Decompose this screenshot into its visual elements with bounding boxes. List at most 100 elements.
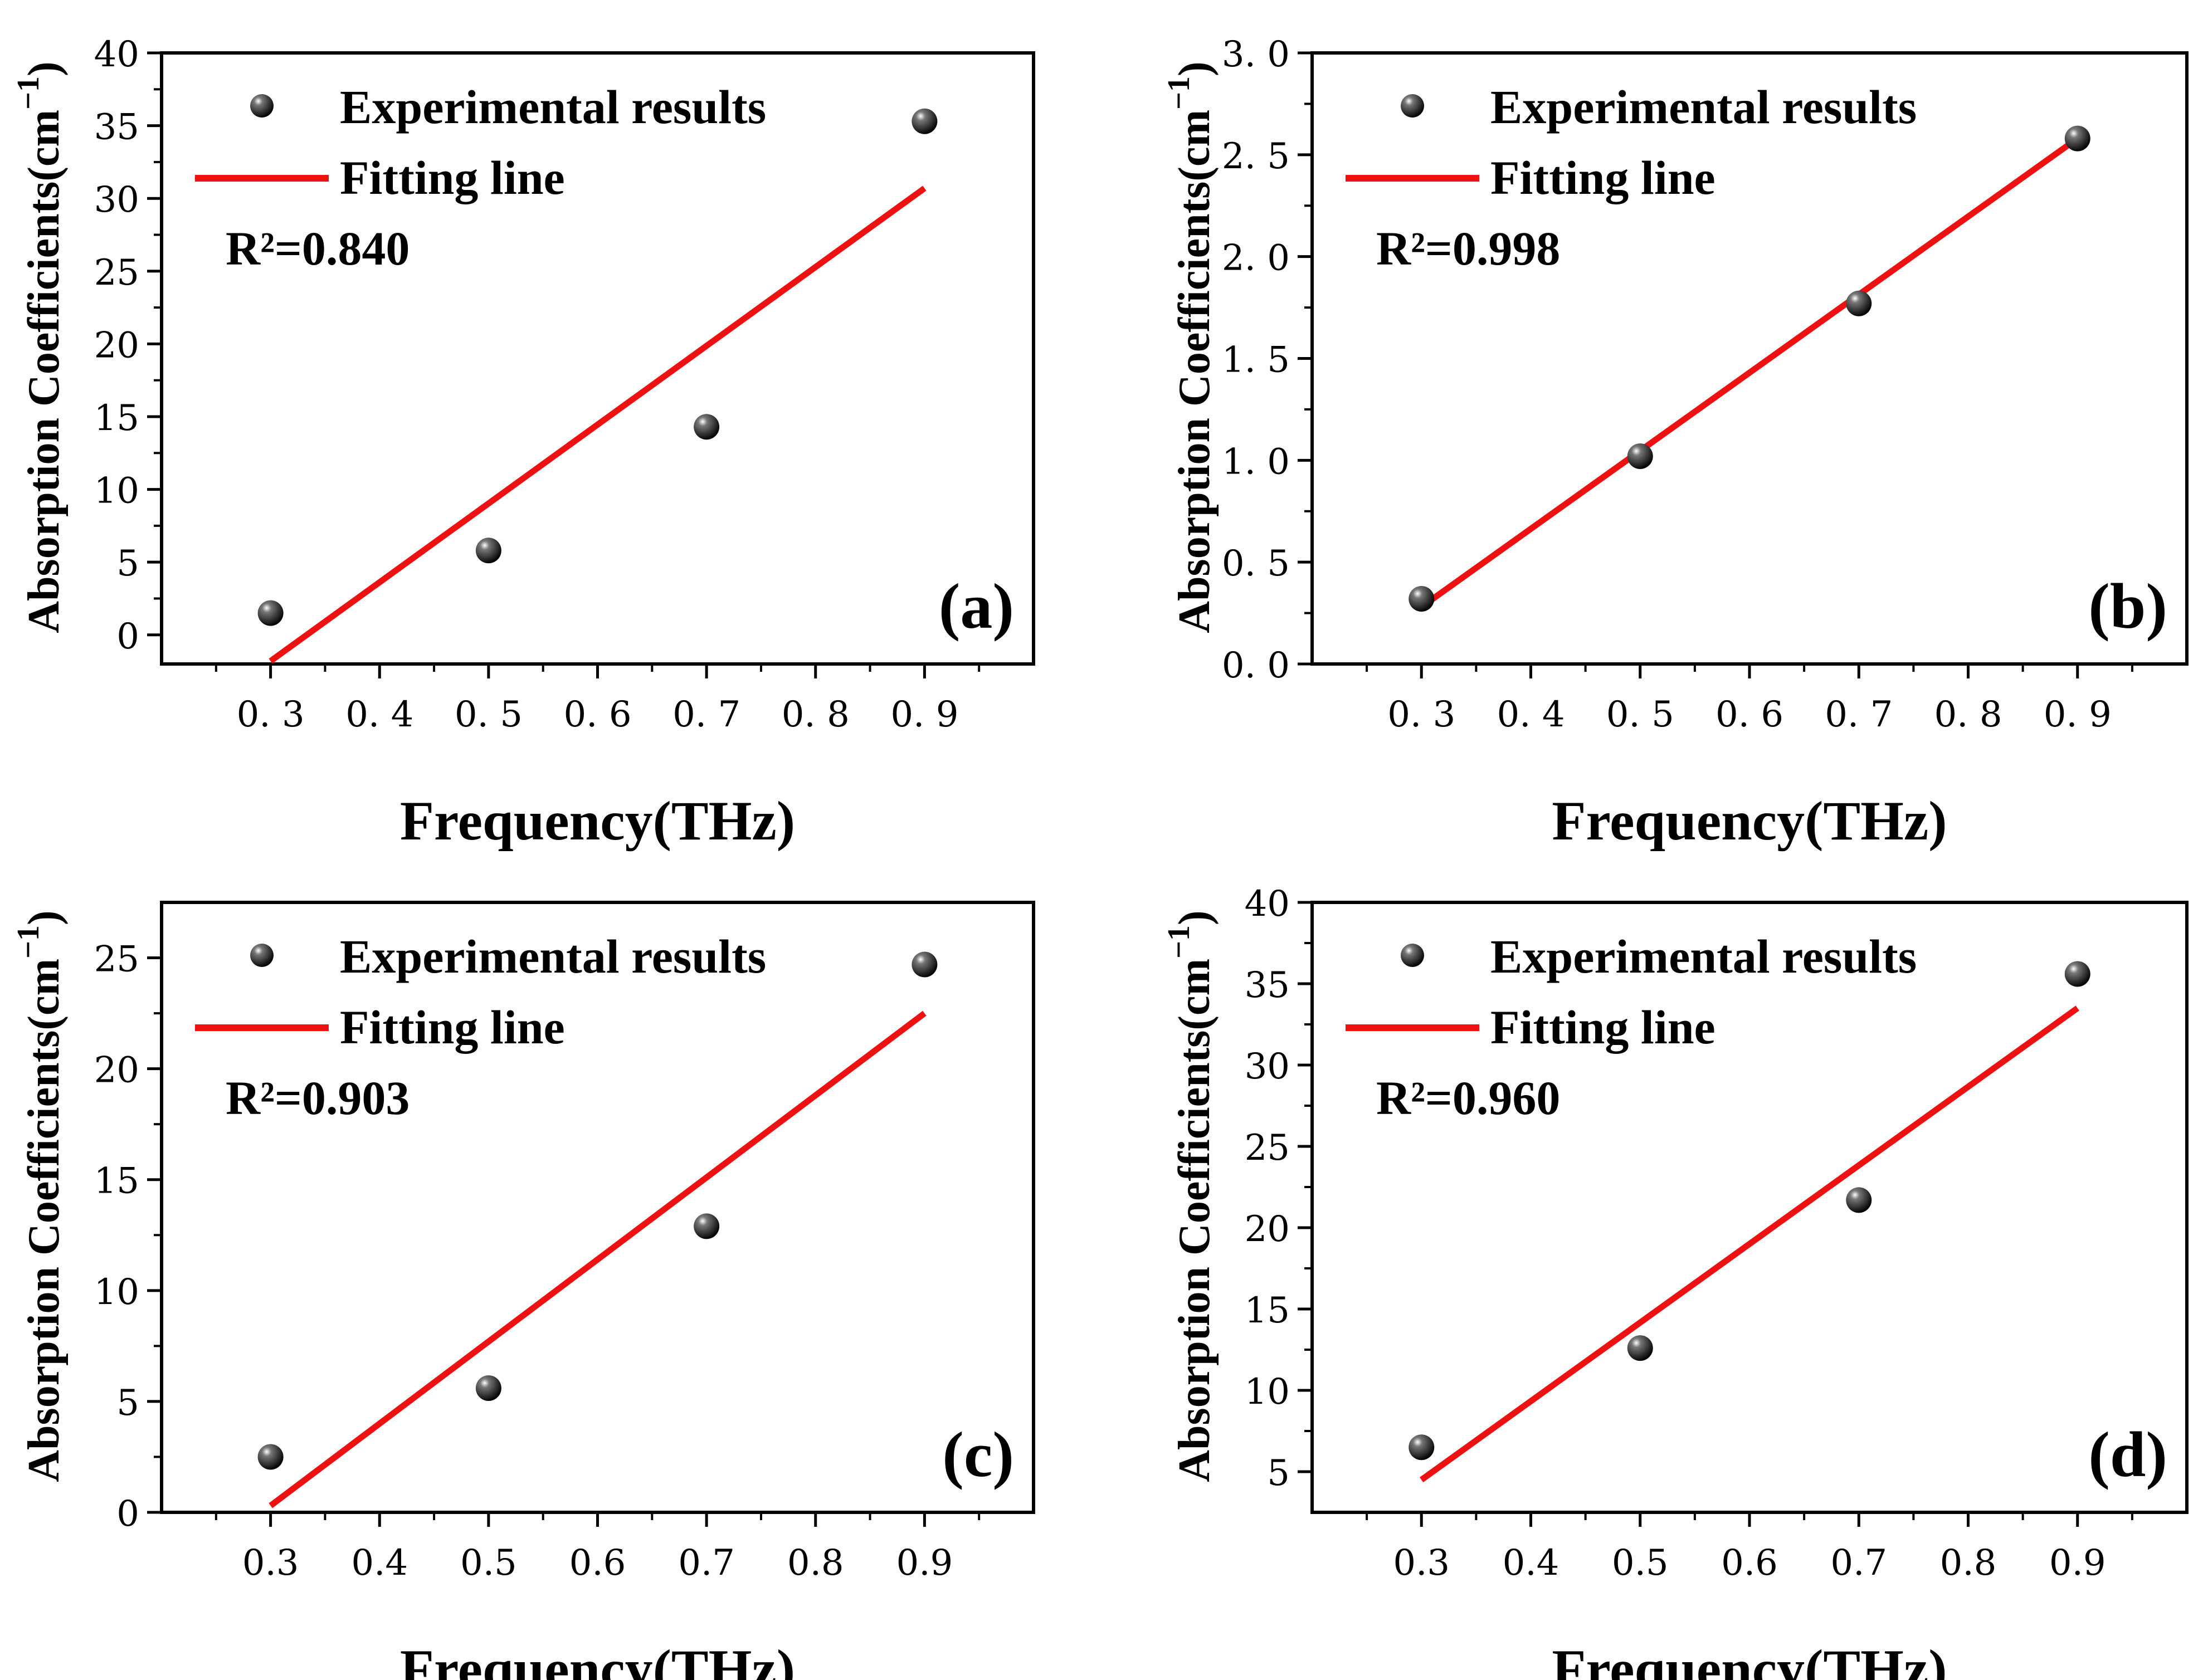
x-tick-label: 0.9	[896, 1542, 953, 1584]
y-tick-label: 5	[1267, 1453, 1290, 1494]
y-tick-label: 40	[94, 34, 139, 75]
y-tick-label: 20	[1245, 1209, 1290, 1250]
x-tick-label: 0. 6	[1715, 694, 1783, 735]
y-tick-label: 1. 5	[1222, 340, 1290, 381]
chart-panel-a: 0. 3 0. 4 0. 5 0. 6 0. 7 0. 8 0. 9 0 5 10 15 20 25 30…	[11, 34, 1035, 852]
fitting-line	[1420, 1005, 2079, 1483]
y-tick-label: 1. 0	[1222, 441, 1290, 482]
plot-frame	[1310, 51, 2189, 666]
x-tick-label: 0. 4	[1497, 694, 1565, 735]
y-tick-label: 20	[94, 325, 139, 366]
chart-panel-c: 0.3 0.4 0.5 0.6 0.7 0.8 0.9 0 5 10 15 20 25 Experimen…	[11, 901, 1035, 1680]
x-tick-label: 0. 8	[782, 694, 850, 735]
legend-label-fitting: Fitting line	[340, 151, 565, 204]
legend-label-experimental: Experimental results	[340, 80, 766, 134]
fitting-line	[1420, 136, 2079, 610]
legend-marker	[1401, 94, 1424, 118]
y-axis-label: Absorption Coefficients(cm−1)	[1162, 910, 1219, 1482]
y-axis-label-superscript: −1	[1162, 925, 1196, 959]
y-tick-label: 40	[1245, 883, 1290, 925]
x-tick-label: 0.3	[1393, 1542, 1450, 1584]
data-point	[1409, 1434, 1435, 1461]
data-point	[1627, 443, 1653, 470]
y-tick-label: 15	[94, 1161, 139, 1202]
data-point	[694, 414, 720, 440]
x-tick-label: 0.8	[1940, 1542, 1997, 1584]
legend-label-experimental: Experimental results	[340, 930, 766, 983]
plot-area	[269, 1010, 927, 1508]
panel-label: (c)	[942, 1419, 1014, 1491]
legend: Experimental results Fitting line	[1346, 930, 1917, 1054]
y-tick-label: 35	[1245, 965, 1290, 1006]
x-axis-label: Frequency(THz)	[400, 1638, 795, 1680]
y-tick-label: 25	[94, 939, 139, 980]
y-tick-label: 2. 0	[1222, 238, 1290, 279]
y-tick-label: 0	[116, 616, 139, 657]
x-tick-label: 0. 7	[672, 694, 740, 735]
data-point	[257, 600, 284, 626]
y-axis-label: Absorption Coefficients(cm−1)	[1162, 61, 1219, 633]
y-tick-label: 25	[1245, 1127, 1290, 1169]
x-tick-label: 0.5	[460, 1542, 517, 1584]
x-tick-label: 0.8	[787, 1542, 844, 1584]
y-axis-label-main: Absorption Coefficients(cm	[1170, 110, 1219, 633]
r2-annotation: R²=0.960	[1376, 1071, 1560, 1125]
data-point	[475, 1375, 501, 1401]
data-point	[1627, 1335, 1653, 1361]
y-tick-label: 0. 5	[1222, 543, 1290, 584]
y-tick-label: 0. 0	[1222, 645, 1290, 686]
data-point	[257, 1444, 284, 1470]
x-axis-label: Frequency(THz)	[1552, 1638, 1947, 1680]
data-point	[2064, 961, 2090, 987]
y-tick-label: 15	[1245, 1290, 1290, 1331]
y-tick-label: 5	[116, 543, 139, 584]
legend: Experimental results Fitting line	[195, 930, 766, 1054]
data-point	[912, 951, 938, 978]
x-tick-label: 0. 6	[563, 694, 631, 735]
y-tick-label: 20	[94, 1050, 139, 1091]
y-tick-label: 10	[94, 471, 139, 512]
x-tick-label: 0. 5	[455, 694, 523, 735]
legend: Experimental results Fitting line	[1346, 80, 1917, 204]
y-tick-label: 30	[1245, 1046, 1290, 1087]
legend-label-fitting: Fitting line	[1490, 1000, 1715, 1054]
x-axis-label: Frequency(THz)	[400, 790, 795, 852]
y-axis-label: Absorption Coefficients(cm−1)	[11, 910, 69, 1482]
legend: Experimental results Fitting line	[195, 80, 766, 204]
y-axis-label: Absorption Coefficients(cm−1)	[11, 61, 69, 633]
y-axis-label-close: )	[20, 61, 69, 76]
legend-marker	[1401, 944, 1424, 967]
y-axis-label-superscript: −1	[11, 76, 46, 110]
chart-panel-b: 0. 3 0. 4 0. 5 0. 6 0. 7 0. 8 0. 9 0. 0 0. 5 1. 0…	[1162, 34, 2189, 852]
panel-label: (a)	[939, 571, 1014, 642]
plot-area	[269, 185, 927, 664]
x-tick-label: 0. 7	[1825, 694, 1893, 735]
x-axis-label: Frequency(THz)	[1552, 790, 1947, 852]
panel-label: (b)	[2088, 571, 2167, 642]
x-tick-label: 0.4	[351, 1542, 408, 1584]
y-tick-label: 10	[1245, 1371, 1290, 1413]
x-tick-label: 0. 9	[2044, 694, 2112, 735]
legend-label-experimental: Experimental results	[1490, 80, 1917, 134]
r2-annotation: R²=0.840	[226, 222, 410, 275]
legend-marker	[250, 94, 274, 118]
x-tick-label: 0. 8	[1934, 694, 2002, 735]
y-tick-label: 2. 5	[1222, 136, 1290, 177]
legend-marker	[250, 944, 274, 967]
x-tick-label: 0.7	[1830, 1542, 1887, 1584]
plot-frame	[1310, 901, 2189, 1514]
x-tick-label: 0.3	[242, 1542, 299, 1584]
legend-label-fitting: Fitting line	[340, 1000, 565, 1054]
y-tick-label: 5	[116, 1383, 139, 1424]
y-tick-label: 25	[94, 252, 139, 294]
data-point	[912, 108, 938, 134]
x-tick-label: 0.5	[1612, 1542, 1669, 1584]
y-axis-label-main: Absorption Coefficients(cm	[1170, 959, 1219, 1482]
y-tick-label: 15	[94, 398, 139, 439]
fitting-line	[269, 1010, 927, 1508]
y-tick-label: 10	[94, 1272, 139, 1313]
y-tick-label: 3. 0	[1222, 34, 1290, 75]
x-tick-label: 0.6	[569, 1542, 626, 1584]
x-tick-label: 0.4	[1503, 1542, 1559, 1584]
